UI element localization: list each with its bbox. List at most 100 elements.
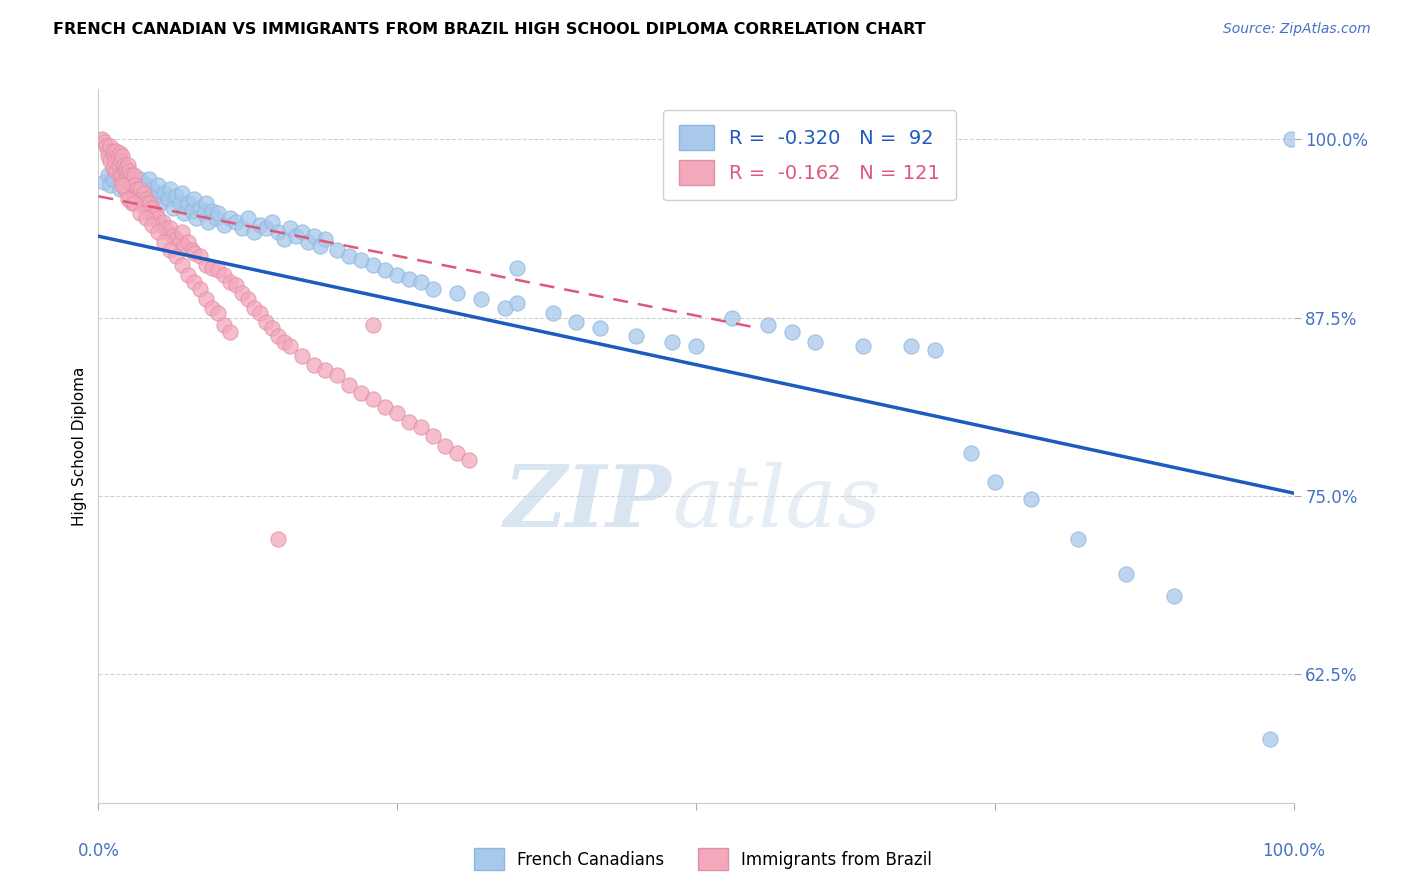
Point — [385, 406, 409, 420]
Legend: R =  -0.320   N =  92, R =  -0.162   N = 121: R = -0.320 N = 92, R = -0.162 N = 121 — [664, 110, 956, 201]
Point — [115, 168, 138, 182]
Point — [124, 178, 146, 192]
Point — [363, 258, 385, 272]
Point — [148, 225, 170, 239]
Point — [183, 275, 205, 289]
Text: FRENCH CANADIAN VS IMMIGRANTS FROM BRAZIL HIGH SCHOOL DIPLOMA CORRELATION CHART: FRENCH CANADIAN VS IMMIGRANTS FROM BRAZI… — [53, 22, 927, 37]
Point — [302, 229, 325, 244]
Point — [93, 175, 115, 189]
Point — [339, 249, 361, 263]
Point — [142, 211, 165, 225]
Point — [284, 229, 307, 244]
Point — [219, 211, 242, 225]
Point — [121, 186, 143, 201]
Point — [153, 186, 176, 201]
Point — [201, 203, 224, 218]
Point — [139, 196, 162, 211]
Point — [661, 334, 683, 349]
Point — [201, 301, 224, 315]
Point — [172, 225, 194, 239]
Point — [1279, 132, 1302, 146]
Point — [254, 220, 277, 235]
Point — [127, 189, 149, 203]
Point — [155, 220, 177, 235]
Point — [350, 386, 373, 401]
Point — [153, 235, 176, 249]
Point — [135, 178, 157, 192]
Point — [212, 218, 235, 232]
Point — [398, 415, 420, 429]
Point — [363, 318, 385, 332]
Point — [243, 225, 266, 239]
Point — [135, 192, 157, 206]
Point — [98, 153, 122, 168]
Point — [374, 401, 396, 415]
Point — [422, 429, 444, 443]
Point — [207, 263, 229, 277]
Point — [125, 182, 148, 196]
Point — [385, 268, 409, 282]
Point — [110, 175, 132, 189]
Point — [172, 186, 194, 201]
Point — [267, 329, 290, 343]
Point — [207, 206, 229, 220]
Point — [125, 182, 148, 196]
Point — [101, 144, 124, 158]
Point — [169, 235, 191, 249]
Point — [541, 306, 564, 320]
Point — [129, 206, 152, 220]
Point — [900, 339, 922, 353]
Point — [173, 239, 195, 253]
Point — [159, 244, 181, 258]
Point — [231, 220, 253, 235]
Point — [188, 249, 211, 263]
Point — [169, 196, 191, 211]
Point — [165, 232, 187, 246]
Point — [156, 225, 179, 239]
Point — [104, 153, 127, 168]
Point — [141, 182, 163, 196]
Point — [243, 301, 266, 315]
Point — [207, 306, 229, 320]
Point — [315, 232, 337, 246]
Point — [188, 282, 211, 296]
Text: ZIP: ZIP — [505, 461, 672, 545]
Point — [398, 272, 420, 286]
Point — [114, 182, 136, 196]
Point — [291, 225, 314, 239]
Point — [180, 203, 202, 218]
Point — [1258, 731, 1281, 746]
Text: 100.0%: 100.0% — [1263, 842, 1324, 860]
Point — [315, 363, 337, 377]
Point — [121, 196, 143, 211]
Point — [165, 189, 187, 203]
Point — [107, 149, 129, 163]
Point — [236, 211, 259, 225]
Point — [162, 201, 184, 215]
Point — [114, 178, 136, 192]
Point — [254, 315, 277, 329]
Point — [183, 246, 205, 260]
Point — [128, 192, 150, 206]
Point — [1067, 532, 1090, 546]
Point — [111, 175, 134, 189]
Point — [108, 168, 131, 182]
Point — [291, 349, 314, 363]
Point — [195, 292, 218, 306]
Point — [721, 310, 744, 325]
Point — [470, 292, 492, 306]
Point — [236, 292, 259, 306]
Point — [422, 282, 444, 296]
Point — [129, 182, 152, 196]
Point — [1115, 567, 1137, 582]
Point — [494, 301, 516, 315]
Point — [852, 339, 875, 353]
Point — [374, 263, 396, 277]
Y-axis label: High School Diploma: High School Diploma — [72, 367, 87, 525]
Point — [115, 172, 138, 186]
Point — [97, 168, 120, 182]
Point — [326, 368, 349, 382]
Point — [506, 296, 529, 310]
Point — [108, 146, 131, 161]
Point — [446, 286, 468, 301]
